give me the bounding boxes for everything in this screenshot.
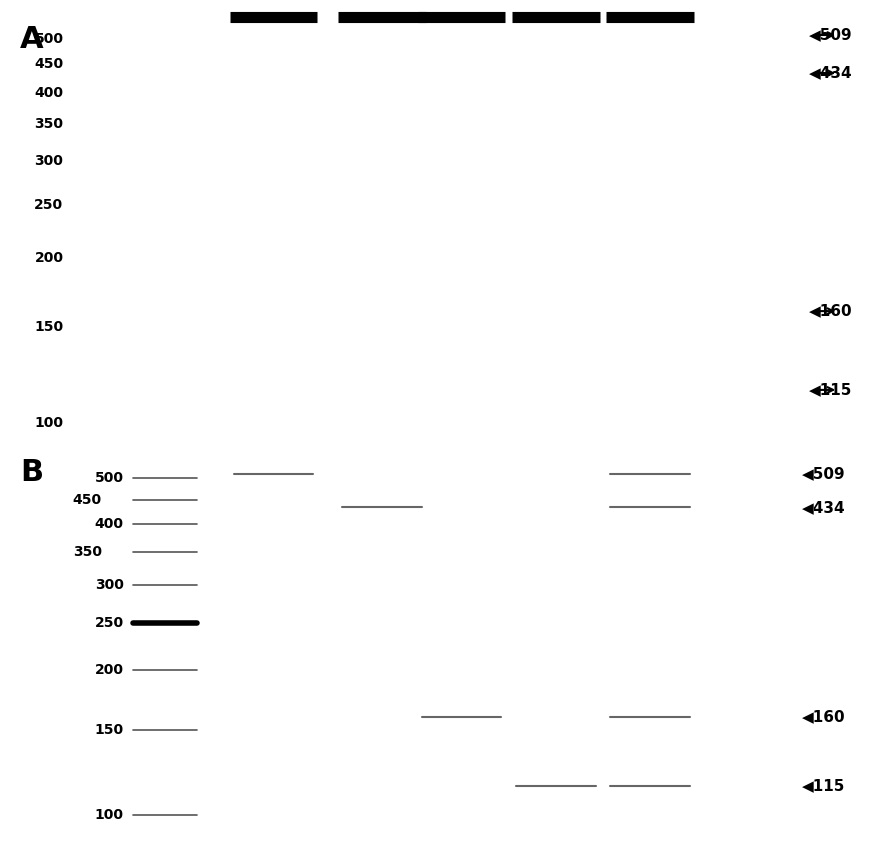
- Text: 150: 150: [34, 320, 64, 333]
- Text: 250: 250: [34, 198, 64, 212]
- Text: 450: 450: [72, 492, 102, 507]
- Text: 100: 100: [34, 416, 64, 431]
- Text: ◀160: ◀160: [809, 304, 853, 319]
- Text: ◀509: ◀509: [802, 466, 846, 481]
- Text: ◀160: ◀160: [802, 709, 846, 724]
- Text: XauC: XauC: [435, 0, 487, 4]
- Text: Xacm: Xacm: [528, 0, 584, 4]
- Text: 300: 300: [94, 578, 124, 591]
- Text: 250: 250: [94, 616, 124, 630]
- Text: A: A: [20, 25, 43, 54]
- Text: MP: MP: [634, 0, 666, 4]
- Text: 450: 450: [34, 58, 64, 71]
- Text: ◀434: ◀434: [802, 500, 846, 514]
- Text: ◀509: ◀509: [809, 28, 853, 42]
- Text: 150: 150: [94, 723, 124, 738]
- Text: 400: 400: [34, 85, 64, 100]
- Text: 500: 500: [94, 470, 124, 485]
- Text: XauB: XauB: [356, 0, 408, 4]
- Text: 350: 350: [73, 546, 102, 559]
- Text: 300: 300: [34, 154, 64, 168]
- Text: XccA: XccA: [249, 0, 298, 4]
- Text: 400: 400: [94, 518, 124, 531]
- Text: ◀115: ◀115: [809, 382, 853, 398]
- Text: 100: 100: [94, 809, 124, 822]
- Text: B: B: [20, 458, 43, 486]
- Text: MW: MW: [146, 0, 184, 4]
- Text: ◀434: ◀434: [809, 65, 853, 80]
- Text: ◀115: ◀115: [802, 778, 845, 794]
- Text: 350: 350: [34, 118, 64, 131]
- Text: 200: 200: [94, 663, 124, 677]
- Text: 200: 200: [34, 251, 64, 265]
- Text: 500: 500: [34, 32, 64, 47]
